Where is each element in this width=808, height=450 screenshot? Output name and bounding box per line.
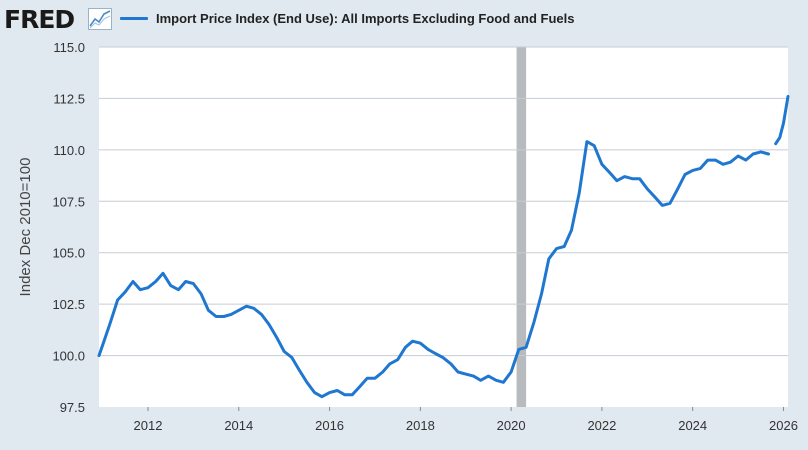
y-tick-label: 112.5 bbox=[53, 91, 85, 106]
x-tick-label: 2012 bbox=[134, 418, 163, 433]
plot-area bbox=[99, 47, 788, 407]
x-tick-label: 2020 bbox=[497, 418, 526, 433]
series-line-2 bbox=[774, 94, 790, 146]
legend-swatch bbox=[120, 17, 148, 20]
x-tick-label: 2014 bbox=[224, 418, 253, 433]
y-tick-label: 102.5 bbox=[52, 297, 85, 312]
fred-logo[interactable]: FRED bbox=[4, 5, 75, 34]
x-tick-label: 2016 bbox=[315, 418, 344, 433]
x-tick-label: 2024 bbox=[678, 418, 707, 433]
chart-line-icon bbox=[88, 8, 112, 30]
legend-label: Import Price Index (End Use): All Import… bbox=[156, 11, 575, 26]
y-tick-label: 110.0 bbox=[53, 143, 85, 158]
x-tick-label: 2018 bbox=[406, 418, 435, 433]
x-tick-label: 2026 bbox=[769, 418, 798, 433]
y-tick-label: 100.0 bbox=[52, 349, 85, 364]
chart-header: FRED Import Price Index (End Use): All I… bbox=[0, 0, 808, 40]
series-line-1 bbox=[97, 140, 770, 399]
y-tick-label: 115.0 bbox=[53, 40, 85, 55]
recession-band bbox=[516, 47, 527, 407]
chart-legend[interactable]: Import Price Index (End Use): All Import… bbox=[120, 11, 574, 26]
y-axis-label: Index Dec 2010=100 bbox=[17, 158, 34, 297]
y-tick-label: 97.5 bbox=[60, 400, 85, 415]
x-tick-label: 2022 bbox=[587, 418, 616, 433]
y-tick-label: 107.5 bbox=[52, 194, 85, 209]
y-tick-label: 105.0 bbox=[52, 246, 85, 261]
